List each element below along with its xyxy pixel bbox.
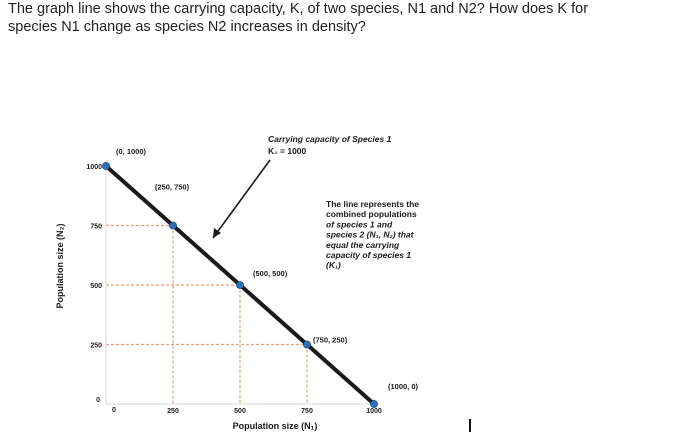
note-line: capacity of species 1: [326, 250, 411, 260]
point-label: (1000, 0): [388, 382, 419, 391]
point-label: (250, 750): [155, 183, 190, 192]
x-tick-label: 750: [301, 408, 313, 415]
point-label: (0, 1000): [116, 147, 147, 156]
point-labels: (0, 1000) (250, 750) (500, 500) (750, 250) (…: [116, 147, 419, 391]
y-tick-labels: 0 250 500 750 1000: [86, 164, 102, 404]
point-label: (750, 250): [313, 336, 348, 345]
data-point: [102, 162, 110, 170]
x-axis-title: Population size (N₁): [233, 421, 318, 431]
x-tick-label: 250: [167, 408, 179, 415]
note-line: The line represents the: [326, 199, 419, 209]
carrying-capacity-annotation: Carrying capacity of Species 1 K₁ = 1000: [268, 134, 392, 156]
data-point: [370, 400, 378, 408]
note-line: species 2 (N₁, N₂) that: [326, 230, 415, 240]
y-tick-label: 500: [90, 283, 102, 290]
y-tick-label: 750: [90, 224, 102, 231]
y-tick-label: 250: [90, 343, 102, 350]
y-tick-label: 1000: [86, 164, 102, 171]
data-points: [102, 162, 378, 408]
note-line: of species 1 and: [326, 219, 393, 229]
note-line: (K₁): [326, 260, 341, 270]
point-label: (500, 500): [253, 269, 288, 278]
k1-label-line-1: Carrying capacity of Species 1: [268, 134, 392, 144]
data-point: [236, 281, 244, 289]
annotation-arrow: [212, 159, 271, 239]
note-line: equal the carrying: [326, 240, 400, 250]
x-tick-label: 1000: [366, 408, 382, 415]
note-line: combined populations: [326, 209, 417, 219]
y-axis-title: Population size (N₂): [55, 223, 65, 308]
question-text: The graph line shows the carrying capaci…: [8, 0, 648, 36]
guide-lines: [106, 224, 308, 404]
x-tick-labels: 0 250 500 750 1000: [112, 407, 382, 415]
k1-label-line-2: K₁ = 1000: [268, 146, 307, 156]
question-line-1: The graph line shows the carrying capaci…: [8, 1, 589, 17]
data-point: [169, 221, 177, 230]
text-cursor: [469, 419, 471, 432]
x-tick-label: 0: [112, 407, 116, 414]
data-point: [303, 340, 311, 349]
y-tick-label: 0: [96, 397, 100, 404]
question-line-2: species N1 change as species N2 increase…: [8, 19, 366, 35]
x-tick-label: 500: [234, 408, 246, 415]
